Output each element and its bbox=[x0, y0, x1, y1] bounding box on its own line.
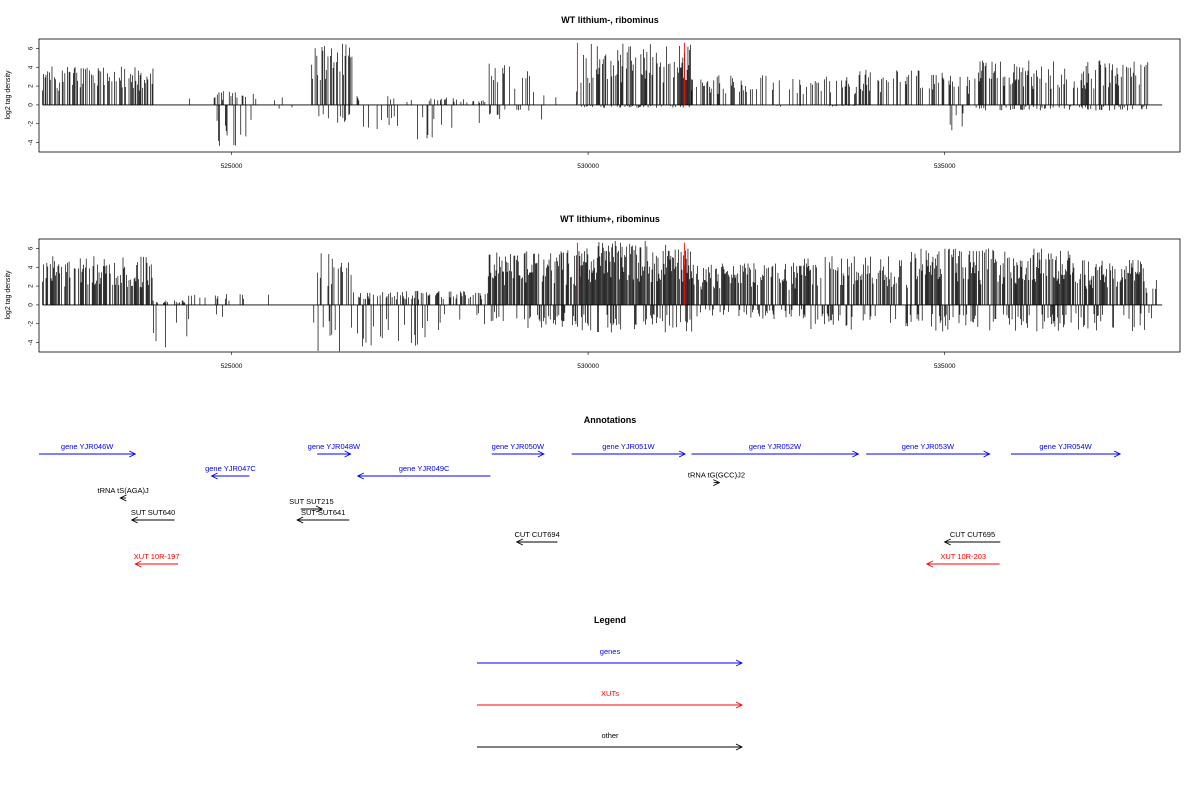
feature-arrow bbox=[515, 538, 558, 546]
density-bars bbox=[42, 241, 1157, 352]
legend: Legend genes XUTs other bbox=[477, 615, 744, 751]
feature-label: gene YJR050W bbox=[492, 442, 545, 451]
x-tick-label: 525000 bbox=[221, 363, 243, 370]
feature-arrow bbox=[491, 450, 545, 458]
feature-arrow bbox=[1010, 450, 1122, 458]
feature-arrow bbox=[691, 450, 860, 458]
feature-arrow bbox=[130, 516, 175, 524]
feature-label: SUT SUT641 bbox=[301, 508, 345, 517]
legend-items: genes XUTs other bbox=[477, 647, 744, 751]
legend-title: Legend bbox=[594, 615, 626, 625]
panel-title: WT lithium+, ribominus bbox=[560, 214, 660, 224]
feature-label: gene YJR046W bbox=[61, 442, 114, 451]
legend-arrow bbox=[477, 701, 744, 709]
y-tick-label: 2 bbox=[28, 284, 35, 288]
y-tick-label: -2 bbox=[28, 320, 35, 326]
y-tick-label: 6 bbox=[28, 246, 35, 250]
y-tick-label: 0 bbox=[28, 303, 35, 307]
feature-label: XUT 10R-197 bbox=[134, 552, 180, 561]
x-tick-label: 525000 bbox=[221, 163, 243, 170]
feature-label: CUT CUT695 bbox=[950, 530, 995, 539]
x-tick-label: 535000 bbox=[934, 363, 956, 370]
y-axis: -4 -2 0 2 4 6 bbox=[28, 246, 39, 345]
annotation-features: gene YJR046W gene YJR047C gene YJR048W gene… bbox=[39, 442, 1122, 568]
feature-arrow bbox=[943, 538, 1001, 546]
feature-label: SUT SUT640 bbox=[131, 508, 175, 517]
region-markers bbox=[576, 242, 685, 305]
feature-label: gene YJR047C bbox=[205, 464, 256, 473]
feature-label: XUT 10R-203 bbox=[940, 552, 986, 561]
legend-arrow bbox=[477, 659, 744, 667]
track-panel-lithium-minus: WT lithium-, ribominus log2 tag density … bbox=[5, 15, 1181, 170]
feature-arrow bbox=[119, 494, 127, 502]
feature-label: gene YJR053W bbox=[902, 442, 955, 451]
feature-label: gene YJR054W bbox=[1039, 442, 1092, 451]
y-tick-label: -4 bbox=[28, 139, 35, 145]
feature-label: gene YJR052W bbox=[749, 442, 802, 451]
feature-arrow bbox=[925, 560, 1000, 568]
feature-arrow bbox=[713, 479, 721, 487]
y-axis-label: log2 tag density bbox=[5, 270, 12, 320]
feature-arrow bbox=[134, 560, 179, 568]
y-tick-label: 2 bbox=[28, 84, 35, 88]
track-panel-lithium-plus: WT lithium+, ribominus log2 tag density … bbox=[5, 214, 1181, 370]
feature-arrow bbox=[866, 450, 991, 458]
panel-title: WT lithium-, ribominus bbox=[561, 15, 659, 25]
feature-arrow bbox=[210, 472, 250, 480]
feature-label: tRNA tS(AGA)J bbox=[98, 486, 150, 495]
y-tick-label: 6 bbox=[28, 46, 35, 50]
x-tick-label: 530000 bbox=[577, 363, 599, 370]
density-bars bbox=[42, 43, 1149, 146]
legend-label: XUTs bbox=[601, 689, 619, 698]
y-axis: -4 -2 0 2 4 6 bbox=[28, 46, 39, 145]
y-tick-label: -2 bbox=[28, 120, 35, 126]
annotations-title: Annotations bbox=[584, 415, 637, 425]
feature-label: gene YJR049C bbox=[399, 464, 450, 473]
plot-frame bbox=[38, 38, 1181, 153]
y-axis-label: log2 tag density bbox=[5, 70, 12, 120]
feature-label: tRNA tG(GCC)J2 bbox=[688, 471, 745, 480]
plot-frame bbox=[38, 238, 1181, 353]
feature-arrow bbox=[571, 450, 687, 458]
feature-label: gene YJR048W bbox=[308, 442, 361, 451]
feature-arrow bbox=[39, 450, 137, 458]
feature-arrow bbox=[356, 472, 491, 480]
legend-arrow bbox=[477, 743, 744, 751]
feature-label: SUT SUT215 bbox=[289, 497, 333, 506]
y-tick-label: 0 bbox=[28, 103, 35, 107]
x-tick-label: 530000 bbox=[577, 163, 599, 170]
feature-label: CUT CUT694 bbox=[514, 530, 559, 539]
feature-label: gene YJR051W bbox=[602, 442, 655, 451]
y-tick-label: 4 bbox=[28, 265, 35, 269]
x-axis: 525000 530000 535000 bbox=[221, 152, 956, 170]
y-tick-label: 4 bbox=[28, 65, 35, 69]
legend-label: genes bbox=[600, 647, 621, 656]
legend-label: other bbox=[601, 731, 619, 740]
feature-arrow bbox=[317, 450, 352, 458]
x-tick-label: 535000 bbox=[934, 163, 956, 170]
x-axis: 525000 530000 535000 bbox=[221, 352, 956, 370]
y-tick-label: -4 bbox=[28, 339, 35, 345]
feature-arrow bbox=[300, 505, 324, 513]
feature-arrow bbox=[296, 516, 350, 524]
region-markers bbox=[576, 42, 685, 105]
